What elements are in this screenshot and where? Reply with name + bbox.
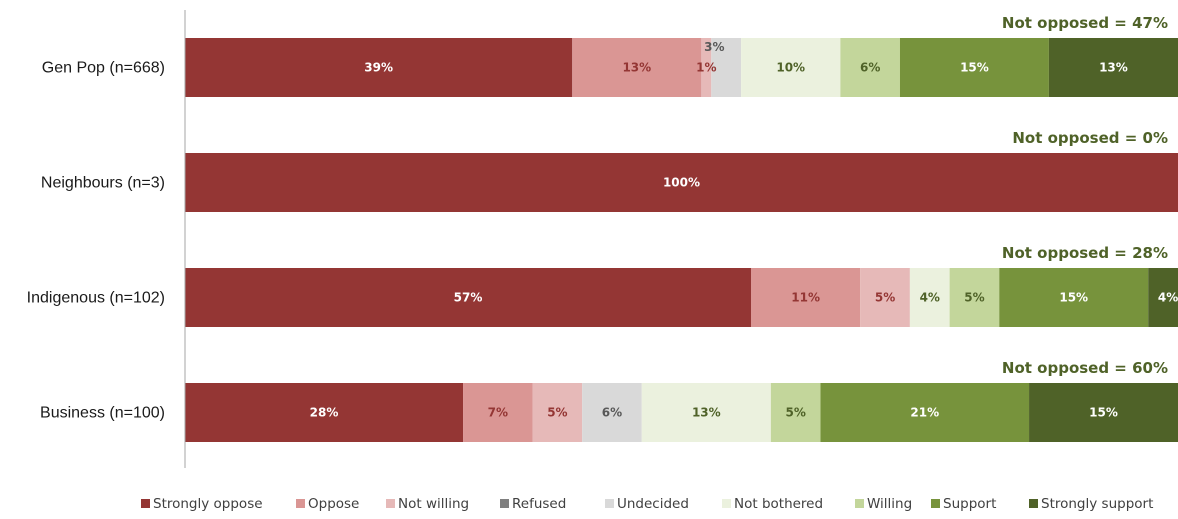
data-label-gen-not-bothered: 10% [776, 61, 805, 75]
data-label-neighbours-strongly-oppose: 100% [663, 176, 700, 190]
category-label-neighbours: Neighbours (n=3) [41, 175, 165, 192]
legend-swatch-refused [500, 499, 509, 508]
data-label-gen-not-willing: 1% [696, 61, 716, 75]
bar-gen-support [899, 38, 1049, 97]
data-label-gen-undecided: 3% [704, 40, 724, 54]
legend-label-not-bothered: Not bothered [734, 496, 823, 512]
bar-gen-not-willing [701, 38, 712, 97]
legend-swatch-undecided [605, 499, 614, 508]
legend-swatch-willing [855, 499, 864, 508]
data-label-gen-willing: 6% [860, 61, 880, 75]
bar-indigenous-not-bothered [909, 268, 950, 327]
data-label-gen-oppose: 13% [622, 61, 651, 75]
legend-swatch-support [931, 499, 940, 508]
bar-business-strongly-support [1029, 383, 1178, 442]
legend-swatch-not-bothered [722, 499, 731, 508]
data-label-business-strongly-oppose: 28% [310, 406, 339, 420]
data-label-business-support: 21% [910, 406, 939, 420]
data-label-indigenous-strongly-support: 4% [1158, 291, 1178, 305]
bar-business-willing [770, 383, 821, 442]
data-label-indigenous-strongly-oppose: 57% [454, 291, 483, 305]
data-label-indigenous-not-willing: 5% [875, 291, 895, 305]
bar-gen-oppose [572, 38, 702, 97]
data-label-business-undecided: 6% [602, 406, 622, 420]
category-label-business: Business (n=100) [40, 405, 165, 422]
bar-indigenous-not-willing [860, 268, 910, 327]
legend-label-refused: Refused [512, 496, 566, 512]
bar-gen-not-bothered [741, 38, 841, 97]
data-label-gen-strongly-support: 13% [1099, 61, 1128, 75]
bar-indigenous-willing [949, 268, 1000, 327]
category-label-gen: Gen Pop (n=668) [42, 60, 165, 77]
data-label-gen-support: 15% [960, 61, 989, 75]
legend-swatch-strongly-oppose [141, 499, 150, 508]
bar-business-not-willing [532, 383, 583, 442]
annotation-neighbours: Not opposed = 0% [1012, 129, 1168, 147]
bar-indigenous-support [999, 268, 1149, 327]
bar-gen-willing [840, 38, 900, 97]
legend-label-strongly-support: Strongly support [1041, 496, 1153, 512]
data-label-indigenous-support: 15% [1059, 291, 1088, 305]
legend: Strongly oppose Oppose Not willing Refused U… [141, 496, 1153, 512]
data-label-indigenous-not-bothered: 4% [920, 291, 940, 305]
data-label-business-not-bothered: 13% [692, 406, 721, 420]
data-label-business-willing: 5% [786, 406, 806, 420]
legend-label-support: Support [943, 496, 996, 512]
bar-gen-undecided [711, 38, 742, 97]
data-label-business-not-willing: 5% [547, 406, 567, 420]
bar-indigenous-strongly-support [1148, 268, 1178, 327]
annotation-gen: Not opposed = 47% [1002, 14, 1168, 32]
data-label-business-strongly-support: 15% [1089, 406, 1118, 420]
not-opposed-annotations: Not opposed = 47% Not opposed = 0% Not opp… [1002, 14, 1168, 377]
legend-label-not-willing: Not willing [398, 496, 469, 512]
bar-gen-strongly-oppose [185, 38, 573, 97]
bar-indigenous-strongly-oppose [185, 268, 752, 327]
bar-gen-strongly-support [1048, 38, 1178, 97]
data-label-indigenous-willing: 5% [964, 291, 984, 305]
legend-label-strongly-oppose: Strongly oppose [153, 496, 263, 512]
data-label-indigenous-oppose: 11% [791, 291, 820, 305]
legend-swatch-oppose [296, 499, 305, 508]
annotation-business: Not opposed = 60% [1002, 359, 1168, 377]
bar-business-oppose [463, 383, 533, 442]
bar-business-undecided [582, 383, 642, 442]
legend-swatch-not-willing [386, 499, 395, 508]
legend-swatch-strongly-support [1029, 499, 1038, 508]
bar-indigenous-oppose [751, 268, 861, 327]
bar-business-strongly-oppose [185, 383, 464, 442]
annotation-indigenous: Not opposed = 28% [1002, 244, 1168, 262]
bar-neighbours-strongly-oppose [185, 153, 1178, 212]
legend-label-oppose: Oppose [308, 496, 359, 512]
legend-label-undecided: Undecided [617, 496, 689, 512]
bar-business-support [820, 383, 1030, 442]
data-label-gen-strongly-oppose: 39% [364, 61, 393, 75]
bar-business-not-bothered [641, 383, 771, 442]
category-labels: Gen Pop (n=668) Neighbours (n=3) Indigenou… [27, 60, 165, 422]
data-label-business-oppose: 7% [488, 406, 508, 420]
bars-group: 39% 13% 1% 3% 10% 6% 15% 13% 100% 57% 11% 5% 4% 5% 15%… [185, 38, 1178, 442]
category-label-indigenous: Indigenous (n=102) [27, 290, 165, 307]
legend-label-willing: Willing [867, 496, 912, 512]
